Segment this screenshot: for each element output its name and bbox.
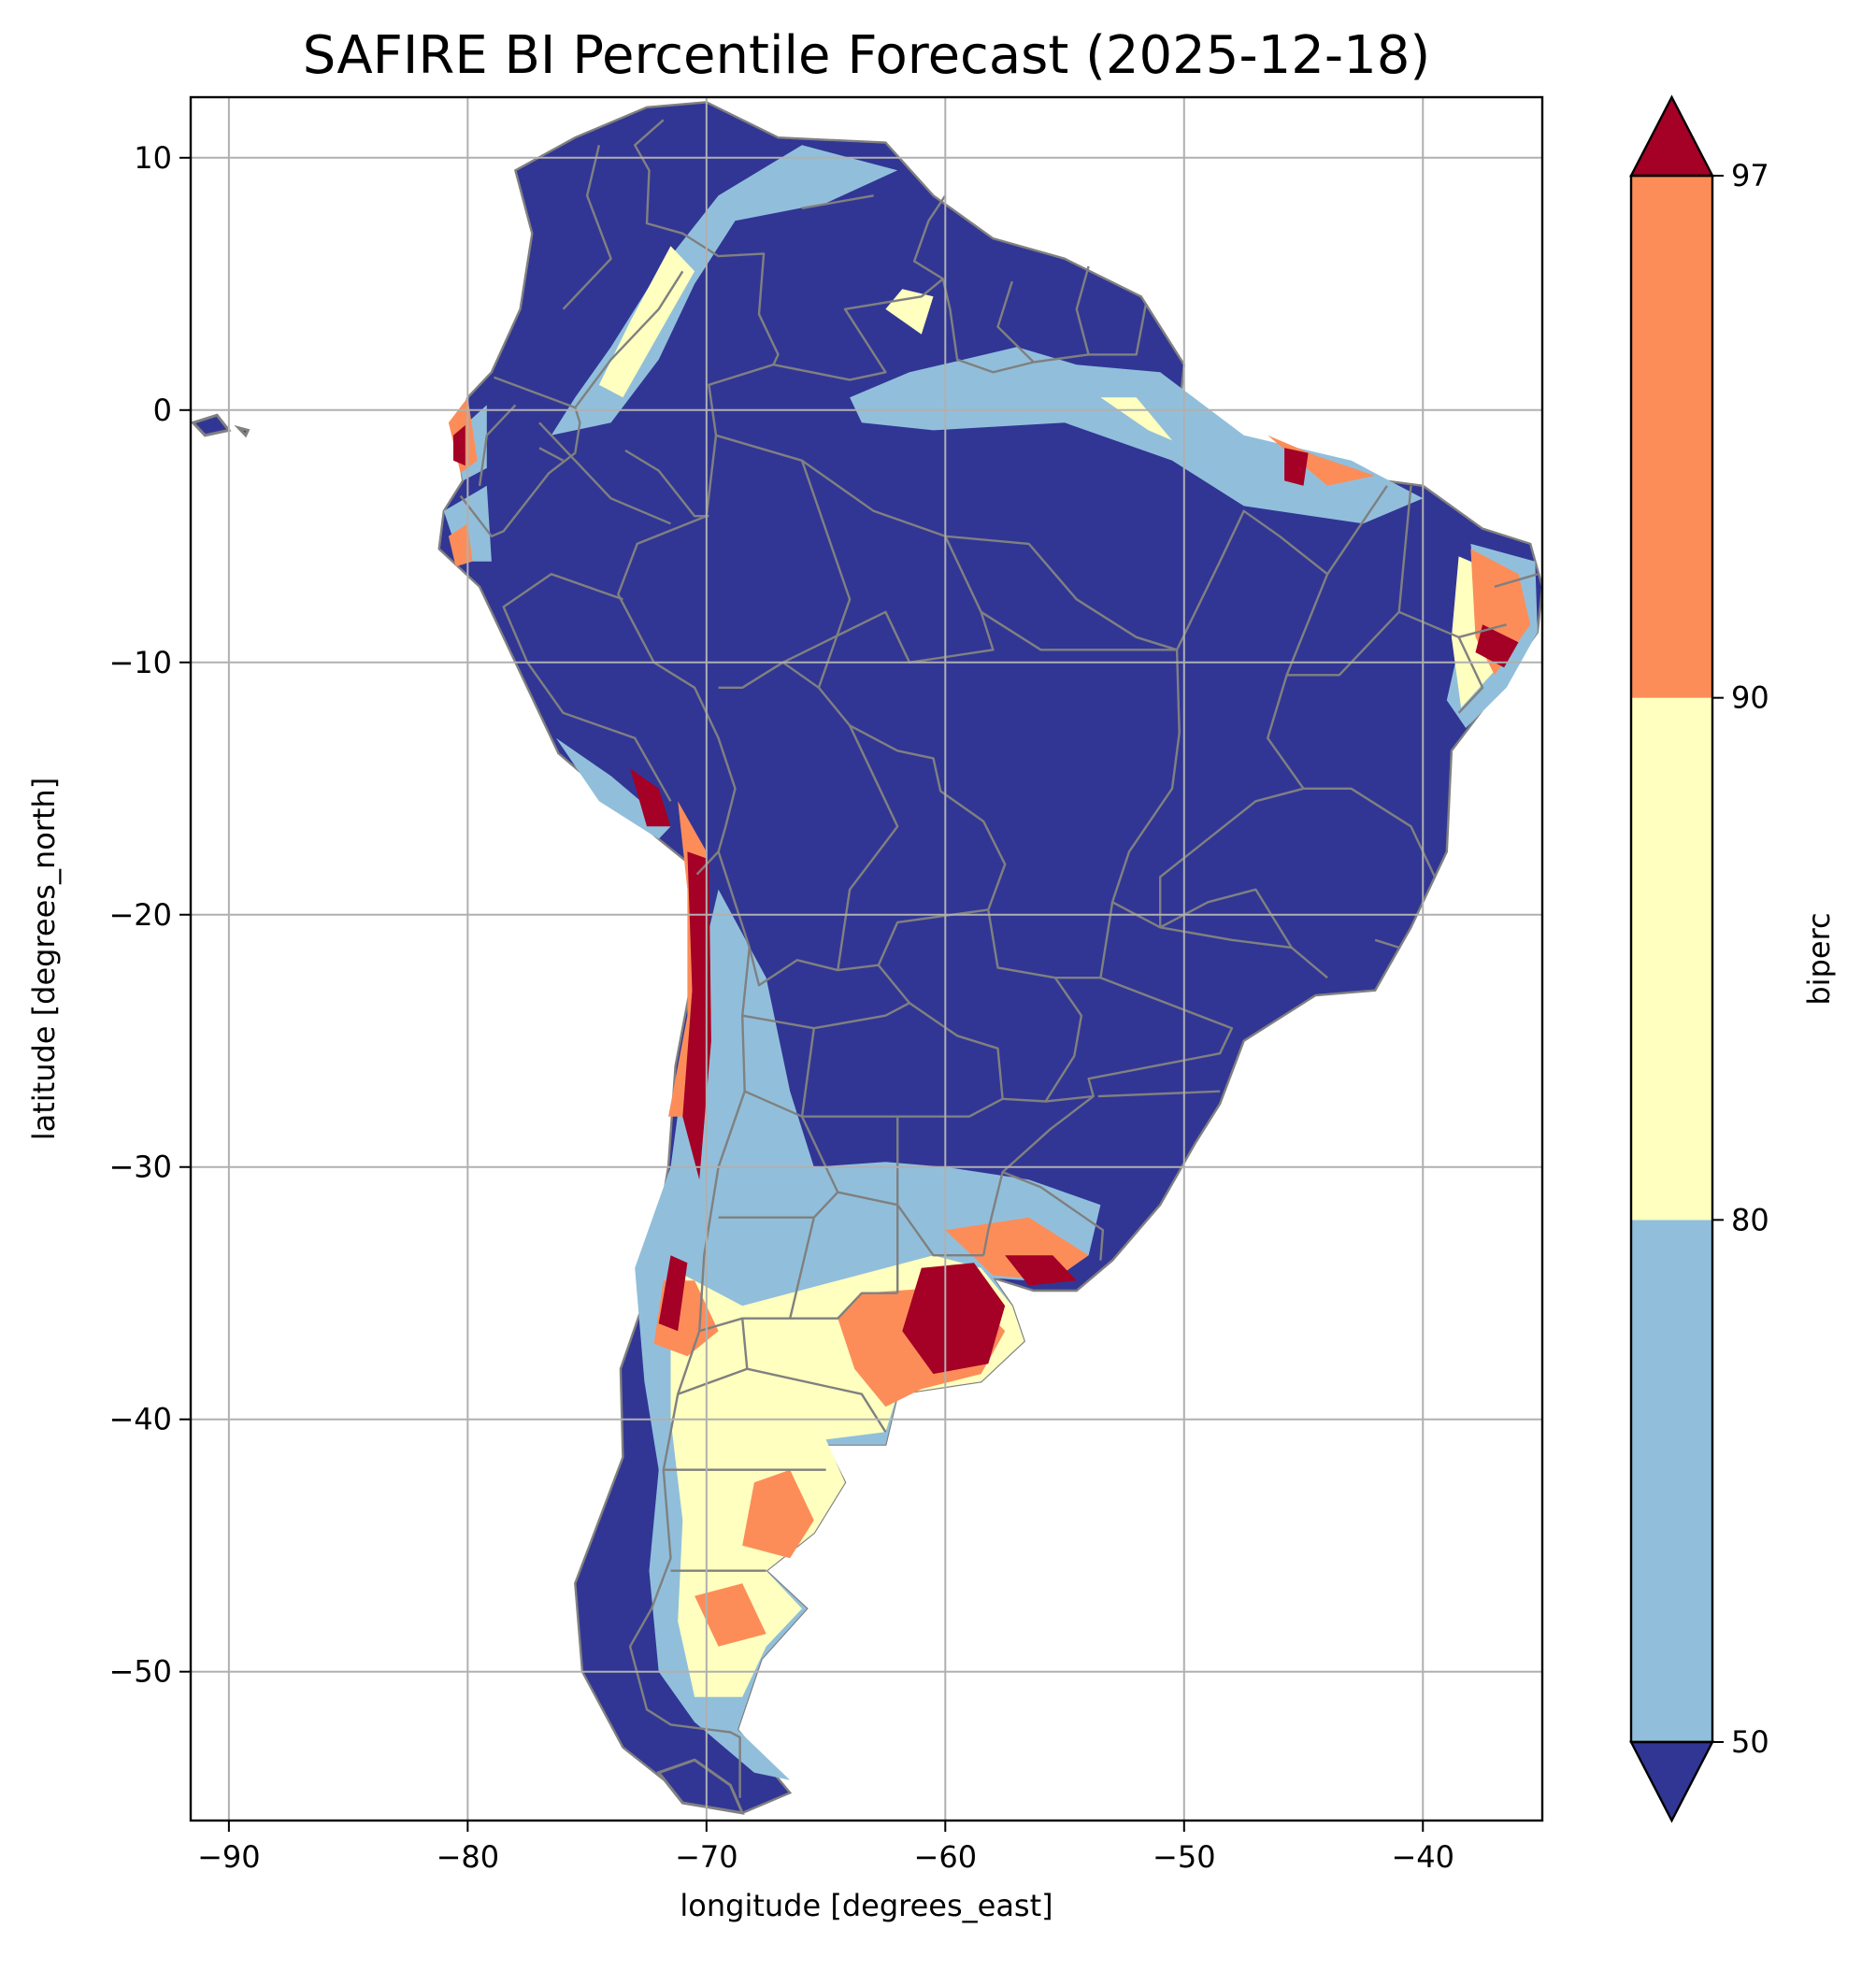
y-axis-label: latitude [degrees_north]: [26, 778, 62, 1141]
percentile-90-97-zone: [448, 523, 473, 567]
island-outline: [656, 1758, 745, 1815]
x-axis-label: longitude [degrees_east]: [680, 1888, 1053, 1923]
x-axis-ticks: −90 −80 −70 −60 −50 −40: [197, 1821, 1454, 1875]
boundary-line: [1158, 787, 1304, 928]
boundary-line: [837, 724, 899, 971]
percentile-50-80-zone: [850, 347, 1424, 524]
boundary-line: [800, 460, 852, 689]
x-tick-label: −80: [437, 1839, 500, 1875]
percentile-above-97-zone: [1005, 1255, 1077, 1286]
boundary-line: [982, 1171, 1004, 1256]
x-tick-label: −50: [1153, 1839, 1216, 1875]
y-tick-label: −50: [108, 1654, 172, 1690]
y-tick-label: 0: [153, 393, 172, 428]
boundary-line: [562, 145, 612, 310]
colorbar-tick-label: 50: [1731, 1724, 1769, 1760]
boundary-line: [741, 1002, 910, 1030]
boundary-line: [941, 279, 1036, 374]
boundary-line: [782, 536, 995, 664]
boundary-line: [538, 421, 671, 525]
map-title: SAFIRE BI Percentile Forecast (2025-12-1…: [303, 25, 1430, 86]
colorbar-tick-label: 97: [1731, 158, 1769, 193]
colorbar-tick-label: 80: [1731, 1202, 1769, 1237]
colorbar-bin: [1631, 697, 1712, 1221]
boundary-line: [634, 119, 780, 517]
percentile-90-97-zone: [1267, 435, 1376, 486]
percentile-above-97-zone: [1284, 448, 1309, 486]
boundary-line: [715, 434, 1328, 979]
y-axis-ticks: 10 0 −10 −20 −30 −40 −50: [108, 140, 191, 1690]
boundary-line: [574, 270, 684, 408]
boundary-line: [538, 447, 565, 462]
y-tick-label: −40: [108, 1402, 172, 1437]
percentile-above-97-zone: [658, 1255, 688, 1332]
percentile-above-97-zone: [630, 768, 671, 827]
country-borders: [459, 119, 1539, 1798]
x-tick-label: −90: [197, 1839, 261, 1875]
colorbar-bin: [1631, 1220, 1712, 1742]
colorbar-extend-under: [1629, 1740, 1714, 1823]
boundary-line: [838, 1191, 984, 1257]
y-tick-label: −10: [108, 645, 172, 680]
boundary-line: [624, 449, 709, 518]
boundary-line: [628, 947, 751, 1798]
boundary-line: [773, 194, 947, 381]
boundary-line: [698, 1217, 815, 1333]
colorbar-extend-over: [1629, 94, 1714, 178]
boundary-line: [1494, 573, 1539, 588]
island-outline: [234, 424, 251, 438]
boundary-line: [1286, 610, 1400, 677]
percentile-50-80-zone: [555, 737, 671, 839]
boundary-line: [1087, 977, 1234, 1097]
percentile-90-97-zone: [695, 1583, 766, 1647]
percentile-above-97-zone: [453, 425, 465, 466]
gridlines: [191, 97, 1542, 1821]
boundary-line: [1374, 938, 1400, 950]
colorbar-tick-label: 90: [1731, 680, 1769, 716]
boundary-line: [1326, 485, 1388, 575]
plot-frame: [189, 95, 1544, 1822]
boundary-line: [801, 194, 874, 209]
boundary-line: [802, 1097, 1004, 1118]
x-tick-label: −40: [1391, 1839, 1454, 1875]
land-layer: [191, 101, 1542, 1815]
percentile-80-90-zone: [1100, 397, 1172, 441]
x-tick-label: −70: [675, 1839, 738, 1875]
percentile-above-97-zone: [1475, 624, 1519, 668]
colorbar: 50 80 90 97: [1629, 94, 1769, 1823]
y-tick-label: −30: [108, 1150, 172, 1185]
x-tick-label: −60: [914, 1839, 978, 1875]
boundary-line: [1097, 1090, 1221, 1098]
boundary-line: [1176, 509, 1329, 790]
colorbar-label: biperc: [1801, 912, 1837, 1005]
y-tick-label: 10: [134, 140, 172, 176]
boundary-line: [1397, 485, 1412, 612]
boundary-line: [1458, 623, 1508, 638]
boundary-line: [1033, 265, 1090, 364]
percentile-above-97-zone: [902, 1263, 1006, 1375]
boundary-line: [980, 610, 1178, 651]
boundary-line: [1088, 304, 1148, 356]
y-tick-label: −20: [108, 897, 172, 933]
colorbar-bin: [1631, 176, 1712, 698]
colorbar-frame: [1629, 174, 1714, 1744]
boundary-line: [790, 1292, 898, 1320]
percentile-90-97-zone: [742, 1469, 814, 1559]
boundary-line: [717, 661, 1007, 987]
percentile-above-97-zone: [682, 851, 711, 1180]
boundary-line: [718, 1116, 839, 1219]
boundary-line: [478, 404, 517, 486]
